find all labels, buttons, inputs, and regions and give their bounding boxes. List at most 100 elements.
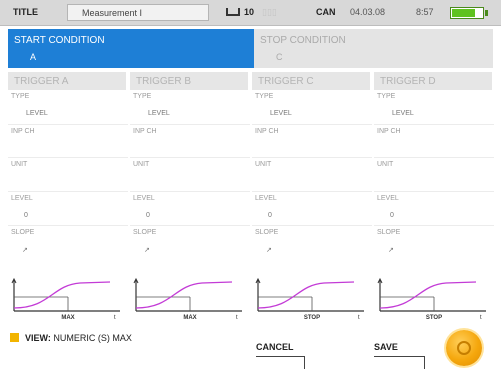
cancel-divider: [304, 356, 305, 369]
trigger-header[interactable]: TRIGGER C: [252, 72, 372, 90]
input-channel-label: INP CH: [133, 128, 157, 135]
type-value: LEVEL: [270, 110, 292, 117]
slope-rising-icon: ↗: [144, 247, 150, 254]
graph-mark-label: MAX: [183, 315, 196, 321]
save-underline: [374, 356, 424, 357]
trigger-column-d[interactable]: TRIGGER D TYPE LEVEL INP CH UNIT LEVEL 0 S…: [374, 72, 494, 321]
input-channel-row[interactable]: INP CH: [252, 125, 372, 158]
type-value: LEVEL: [392, 110, 414, 117]
graph-time-label: t: [480, 315, 482, 321]
level-row[interactable]: LEVEL 0: [8, 192, 128, 226]
signal-curve: [257, 281, 355, 309]
unit-row[interactable]: UNIT: [374, 158, 494, 192]
unit-label: UNIT: [255, 161, 272, 168]
save-label: SAVE: [374, 342, 398, 352]
start-condition-value: A: [30, 52, 37, 62]
type-label: TYPE: [377, 93, 396, 100]
trigger-curve-graph: MAX t: [11, 277, 120, 321]
can-label: CAN: [316, 7, 336, 17]
input-channel-row[interactable]: INP CH: [374, 125, 494, 158]
level-label: LEVEL: [11, 195, 33, 202]
stop-condition-label: STOP CONDITION: [260, 35, 346, 46]
inactive-indicator: ▯▯▯: [262, 7, 277, 17]
unit-label: UNIT: [11, 161, 28, 168]
unit-label: UNIT: [133, 161, 150, 168]
level-row[interactable]: LEVEL 0: [374, 192, 494, 226]
stop-condition-value: C: [276, 52, 283, 62]
type-row[interactable]: TYPE LEVEL: [374, 90, 494, 125]
view-badge-icon: [10, 333, 19, 342]
graph-time-label: t: [236, 315, 238, 321]
graph-time-label: t: [358, 315, 360, 321]
cancel-label: CANCEL: [256, 342, 294, 352]
level-label: LEVEL: [255, 195, 277, 202]
cancel-button[interactable]: CANCEL: [256, 342, 316, 369]
trigger-curve-graph: STOP t: [377, 277, 486, 321]
level-value: 0: [24, 212, 28, 219]
trigger-column-b[interactable]: TRIGGER B TYPE LEVEL INP CH UNIT LEVEL 0 S…: [130, 72, 250, 321]
type-row[interactable]: TYPE LEVEL: [130, 90, 250, 125]
slope-label: SLOPE: [133, 229, 157, 236]
unit-label: UNIT: [377, 161, 394, 168]
battery-icon: [450, 7, 484, 19]
battery-tip: [485, 10, 488, 16]
slope-row[interactable]: SLOPE ↗: [130, 226, 250, 262]
input-channel-label: INP CH: [377, 128, 401, 135]
signal-curve: [379, 281, 477, 309]
trigger-column-a[interactable]: TRIGGER A TYPE LEVEL INP CH UNIT LEVEL 0 S…: [8, 72, 128, 321]
trigger-header[interactable]: TRIGGER B: [130, 72, 250, 90]
start-condition-tab[interactable]: START CONDITION A: [8, 29, 254, 68]
cancel-underline: [256, 356, 304, 357]
stop-condition-tab[interactable]: STOP CONDITION C: [254, 29, 493, 68]
y-axis-arrow: [255, 277, 261, 284]
trigger-curve-graph: MAX t: [133, 277, 242, 321]
graph-mark-label: STOP: [426, 315, 442, 321]
slope-label: SLOPE: [377, 229, 401, 236]
unit-row[interactable]: UNIT: [8, 158, 128, 192]
title-label: TITLE: [13, 7, 38, 17]
view-mode[interactable]: VIEW: NUMERIC (S) MAX: [25, 333, 132, 343]
date-readout: 04.03.08: [350, 7, 386, 17]
level-label: LEVEL: [377, 195, 399, 202]
unit-row[interactable]: UNIT: [130, 158, 250, 192]
save-button[interactable]: SAVE: [374, 342, 434, 369]
signal-curve: [13, 281, 111, 309]
status-bar: TITLE Measurement I 10 ▯▯▯ CAN 04.03.08 …: [0, 0, 501, 26]
level-label: LEVEL: [133, 195, 155, 202]
slope-row[interactable]: SLOPE ↗: [8, 226, 128, 262]
level-value: 0: [268, 212, 272, 219]
slope-row[interactable]: SLOPE ↗: [252, 226, 372, 262]
level-row[interactable]: LEVEL 0: [252, 192, 372, 226]
type-value: LEVEL: [26, 110, 48, 117]
unit-row[interactable]: UNIT: [252, 158, 372, 192]
start-condition-label: START CONDITION: [14, 35, 105, 46]
level-row[interactable]: LEVEL 0: [130, 192, 250, 226]
level-value: 0: [390, 212, 394, 219]
trigger-header[interactable]: TRIGGER A: [8, 72, 128, 90]
view-value: NUMERIC (S) MAX: [53, 333, 132, 343]
type-row[interactable]: TYPE LEVEL: [252, 90, 372, 125]
type-label: TYPE: [11, 93, 30, 100]
y-axis-arrow: [133, 277, 139, 284]
save-divider: [424, 356, 425, 369]
storage-icon: [226, 8, 240, 16]
input-channel-row[interactable]: INP CH: [130, 125, 250, 158]
slope-label: SLOPE: [11, 229, 35, 236]
input-channel-row[interactable]: INP CH: [8, 125, 128, 158]
type-value: LEVEL: [148, 110, 170, 117]
time-readout: 8:57: [416, 7, 434, 17]
y-axis-arrow: [11, 277, 17, 284]
slope-label: SLOPE: [255, 229, 279, 236]
trigger-column-c[interactable]: TRIGGER C TYPE LEVEL INP CH UNIT LEVEL 0 S…: [252, 72, 372, 321]
slope-rising-icon: ↗: [266, 247, 272, 254]
y-axis-arrow: [377, 277, 383, 284]
trigger-grid: TRIGGER A TYPE LEVEL INP CH UNIT LEVEL 0 S…: [8, 72, 494, 321]
slope-rising-icon: ↗: [22, 247, 28, 254]
type-row[interactable]: TYPE LEVEL: [8, 90, 128, 125]
slope-row[interactable]: SLOPE ↗: [374, 226, 494, 262]
title-field[interactable]: Measurement I: [67, 4, 209, 21]
menu-knob-icon[interactable]: [446, 330, 482, 366]
signal-curve: [135, 281, 233, 309]
trigger-header[interactable]: TRIGGER D: [374, 72, 494, 90]
graph-mark-label: MAX: [61, 315, 74, 321]
